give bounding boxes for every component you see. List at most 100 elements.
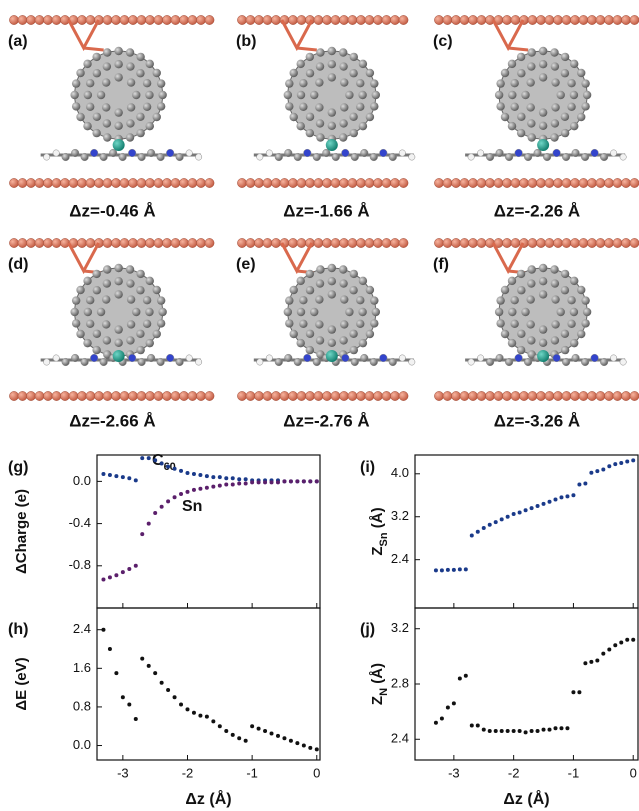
c-atom <box>86 79 94 87</box>
c-atom <box>349 69 357 77</box>
c-atom <box>508 277 516 285</box>
c-atom <box>527 279 535 287</box>
x-axis-label: Δz (Å) <box>185 789 231 808</box>
data-point <box>276 480 280 484</box>
c-atom <box>127 78 135 86</box>
mol-atom <box>62 153 70 161</box>
c-atom <box>145 91 153 99</box>
data-point <box>595 469 599 473</box>
c-atom <box>103 279 111 287</box>
cu-atom <box>630 15 639 24</box>
c-atom <box>528 265 536 273</box>
c-atom <box>570 277 578 285</box>
mol-atom <box>477 355 483 361</box>
cu-atom <box>579 15 588 24</box>
y-tick-label: 1.6 <box>73 660 91 675</box>
c-atom <box>127 103 135 111</box>
cu-atom <box>322 391 331 400</box>
c-atom <box>350 270 358 278</box>
c-atom <box>539 73 547 81</box>
data-point <box>295 479 299 483</box>
cu-atom <box>18 238 27 247</box>
data-point <box>601 652 605 656</box>
mol-atom <box>195 359 201 365</box>
x-tick-label: 0 <box>630 765 637 780</box>
data-point <box>108 473 112 477</box>
mol-atom <box>313 153 321 161</box>
data-point <box>192 472 196 476</box>
data-point <box>205 715 209 719</box>
c-atom <box>136 330 144 338</box>
mol-atom <box>486 358 494 366</box>
c-atom <box>285 319 293 327</box>
c-atom <box>290 330 298 338</box>
cu-atom <box>553 15 562 24</box>
c-atom <box>521 91 529 99</box>
cu-atom <box>196 15 205 24</box>
cu-atom <box>443 238 452 247</box>
c-atom <box>339 336 347 344</box>
c-atom <box>315 295 323 303</box>
cu-atom <box>348 391 357 400</box>
data-point <box>140 532 144 536</box>
panel-label: (f) <box>433 256 449 273</box>
c-atom <box>539 325 547 333</box>
c-atom <box>126 336 134 344</box>
y-tick-label: 3.2 <box>391 620 409 635</box>
c-atom <box>103 133 111 141</box>
mol-atom <box>186 150 192 156</box>
c-atom <box>517 286 525 294</box>
cu-atom <box>468 15 477 24</box>
panel-label: (a) <box>8 33 28 50</box>
data-point <box>613 462 617 466</box>
c-atom <box>114 108 122 116</box>
data-point <box>446 568 450 572</box>
c-atom <box>76 286 84 294</box>
mol-atom <box>43 154 49 160</box>
cu-atom <box>545 391 554 400</box>
mol-atom <box>389 358 397 366</box>
cu-atom <box>604 391 613 400</box>
cu-atom <box>288 178 297 187</box>
cu-atom <box>60 15 69 24</box>
cu-atom <box>365 238 374 247</box>
c-atom <box>290 69 298 77</box>
data-point <box>595 659 599 663</box>
cu-atom <box>331 15 340 24</box>
annotation: Sn <box>182 498 202 515</box>
c-atom <box>570 60 578 68</box>
data-point <box>577 483 581 487</box>
c-atom <box>349 286 357 294</box>
c-atom <box>581 102 589 110</box>
data-point <box>198 487 202 491</box>
mol-atom <box>553 354 561 362</box>
c-atom <box>517 69 525 77</box>
cu-atom <box>382 391 391 400</box>
y-axis-label-part: Z <box>369 696 386 705</box>
c-atom <box>126 48 134 56</box>
c-atom <box>561 346 569 354</box>
data-point <box>198 714 202 718</box>
y-axis-label: ΔCharge (e) <box>13 489 30 574</box>
cu-atom <box>451 178 460 187</box>
cu-atom <box>246 391 255 400</box>
data-point <box>263 729 267 733</box>
mol-atom <box>515 354 523 362</box>
data-point <box>276 734 280 738</box>
cu-atom <box>314 178 323 187</box>
data-point <box>270 731 274 735</box>
c-atom <box>528 48 536 56</box>
c-atom <box>551 119 559 127</box>
cu-atom <box>188 178 197 187</box>
c-atom <box>521 308 529 316</box>
data-point <box>114 573 118 577</box>
mol-atom <box>370 153 378 161</box>
cu-atom <box>77 391 86 400</box>
cu-atom <box>263 178 272 187</box>
data-point <box>211 475 215 479</box>
c-atom <box>551 336 559 344</box>
y-tick-label: 2.4 <box>391 731 409 746</box>
cu-atom <box>128 391 137 400</box>
c-atom <box>315 103 323 111</box>
data-point <box>185 490 189 494</box>
